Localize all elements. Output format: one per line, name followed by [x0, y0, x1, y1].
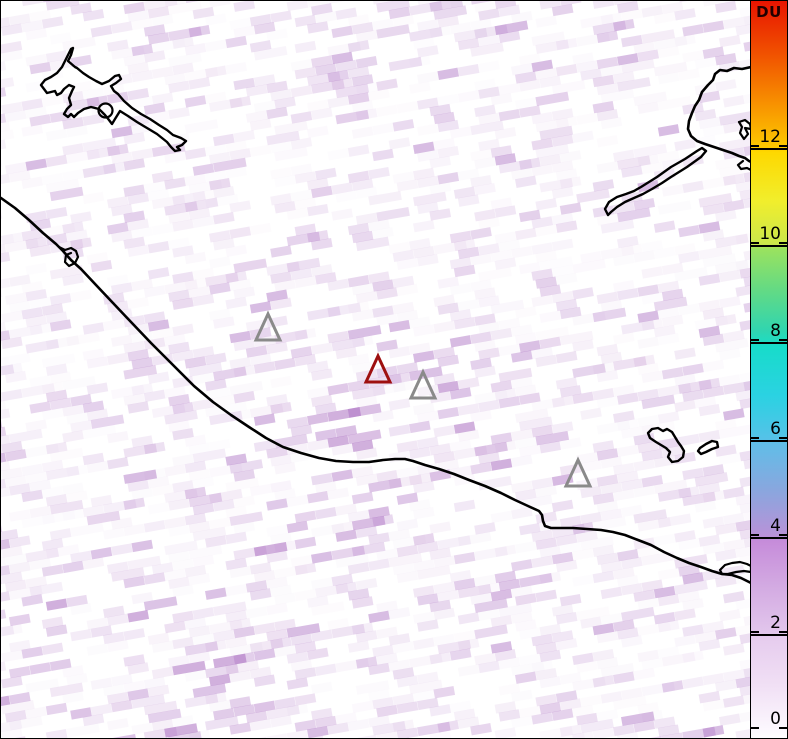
colorbar-tick — [751, 145, 759, 147]
colorbar-tick — [779, 145, 787, 147]
colorbar-tick — [779, 339, 787, 341]
colorbar-tick — [779, 727, 787, 729]
colorbar-tick — [779, 534, 787, 536]
coastline-lagoon-hook — [57, 245, 80, 268]
colorbar-tick-label: 2 — [770, 613, 781, 633]
coastal-islet-southeast — [718, 560, 751, 576]
colorbar-tick — [779, 631, 787, 633]
colorbar-segment-line — [751, 148, 787, 150]
volcano-triangle-marker-southeast — [563, 456, 593, 488]
colorbar-tick-label: 12 — [759, 127, 781, 147]
colorbar-tick-label: 6 — [770, 419, 781, 439]
island-east-b-chevron — [696, 439, 720, 456]
volcano-markers-layer — [253, 310, 593, 488]
colorbar-tick — [779, 437, 787, 439]
volcano-triangle-marker-west — [253, 310, 283, 342]
colorbar: 12 10 8 6 4 2 0 DU — [750, 1, 787, 738]
colorbar-segment-line — [751, 245, 787, 247]
coastline-pacific — [1, 196, 751, 585]
volcano-triangle-marker-center-east — [408, 368, 438, 400]
islet-northeast-hook — [737, 118, 751, 141]
colorbar-tick — [751, 339, 759, 341]
colorbar-tick-label: 10 — [759, 224, 781, 244]
island-northeast-elongated — [603, 146, 708, 217]
colorbar-gradient — [751, 1, 787, 738]
landmass-northeast — [686, 65, 751, 164]
colorbar-tick-label: 8 — [770, 321, 781, 341]
so2-data-pixels — [1, 1, 751, 738]
colorbar-tick-label: 4 — [770, 516, 781, 536]
island-east-a — [646, 426, 686, 464]
colorbar-segment-line — [751, 440, 787, 442]
colorbar-tick — [751, 727, 759, 729]
colorbar-segment-line — [751, 634, 787, 636]
map-canvas — [1, 1, 751, 738]
volcano-triangle-marker-center-red — [363, 352, 393, 384]
lake-complex-northwest — [39, 46, 188, 153]
coastlines-layer — [1, 46, 751, 585]
colorbar-tick — [779, 242, 787, 244]
colorbar-tick — [751, 437, 759, 439]
map-plot-area — [1, 1, 751, 738]
colorbar-tick-label: 0 — [770, 709, 781, 729]
landmass-northeast-inlet — [736, 159, 751, 172]
colorbar-tick — [751, 242, 759, 244]
lake-island-ring — [97, 102, 114, 119]
colorbar-tick — [751, 534, 759, 536]
colorbar-tick — [751, 631, 759, 633]
colorbar-segment-line — [751, 342, 787, 344]
colorbar-segment-line — [751, 537, 787, 539]
colorbar-unit-label: DU — [756, 3, 782, 21]
